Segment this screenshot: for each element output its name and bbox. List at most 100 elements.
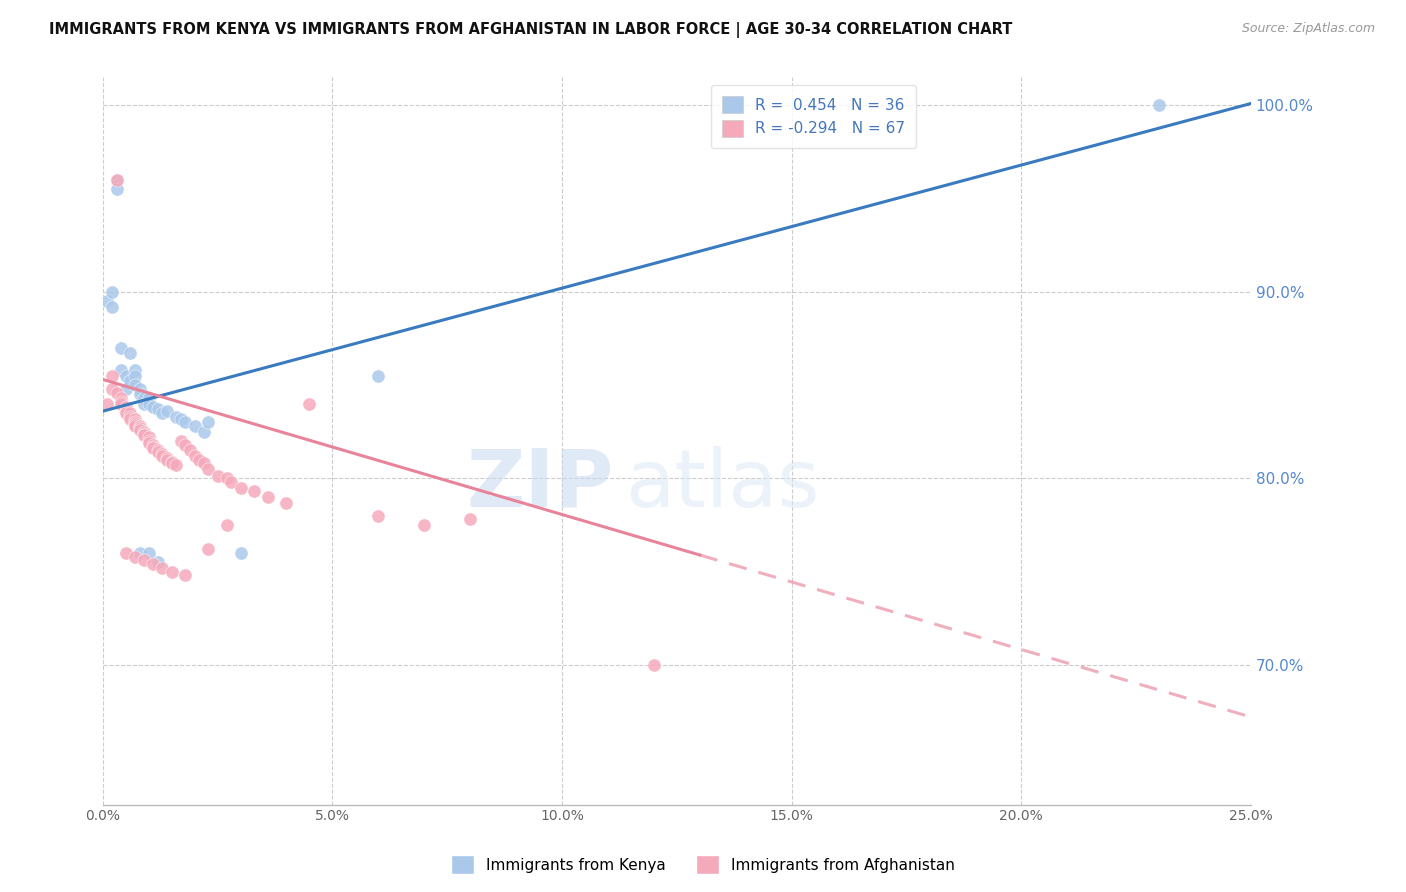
Text: Source: ZipAtlas.com: Source: ZipAtlas.com: [1241, 22, 1375, 36]
Point: [138, 546, 160, 560]
Point: [105, 173, 128, 187]
Point: [221, 475, 243, 489]
Point: [101, 368, 124, 383]
Point: [96, 294, 118, 309]
Point: [114, 546, 136, 560]
Point: [156, 404, 179, 418]
Point: [142, 440, 165, 454]
Point: [179, 443, 201, 458]
Point: [120, 409, 142, 424]
Point: [276, 495, 298, 509]
Point: [643, 657, 665, 672]
Point: [146, 443, 169, 458]
Point: [142, 557, 165, 571]
Point: [134, 391, 156, 405]
Point: [215, 471, 238, 485]
Point: [134, 425, 156, 439]
Point: [120, 411, 142, 425]
Point: [197, 542, 219, 557]
Point: [229, 546, 252, 560]
Point: [120, 375, 142, 389]
Point: [367, 368, 389, 383]
Point: [146, 402, 169, 417]
Point: [188, 452, 211, 467]
Point: [170, 411, 193, 425]
Point: [1147, 98, 1170, 112]
Point: [101, 285, 124, 299]
Point: [215, 517, 238, 532]
Point: [160, 454, 183, 468]
Point: [197, 462, 219, 476]
Point: [257, 490, 280, 504]
Point: [160, 565, 183, 579]
Point: [124, 416, 146, 430]
Point: [458, 512, 481, 526]
Point: [128, 382, 150, 396]
Point: [110, 363, 132, 377]
Point: [183, 449, 205, 463]
Text: IMMIGRANTS FROM KENYA VS IMMIGRANTS FROM AFGHANISTAN IN LABOR FORCE | AGE 30-34 : IMMIGRANTS FROM KENYA VS IMMIGRANTS FROM…: [49, 22, 1012, 38]
Point: [105, 182, 128, 196]
Point: [138, 436, 160, 450]
Point: [120, 406, 142, 420]
Point: [170, 434, 193, 448]
Point: [138, 397, 160, 411]
Point: [124, 378, 146, 392]
Point: [413, 517, 436, 532]
Point: [128, 423, 150, 437]
Point: [124, 419, 146, 434]
Point: [124, 417, 146, 432]
Point: [138, 434, 160, 448]
Point: [197, 416, 219, 430]
Point: [193, 457, 215, 471]
Point: [174, 568, 197, 582]
Point: [156, 450, 179, 465]
Point: [207, 469, 229, 483]
Point: [152, 561, 174, 575]
Point: [174, 416, 197, 430]
Point: [152, 449, 174, 463]
Point: [146, 555, 169, 569]
Point: [128, 546, 150, 560]
Point: [142, 401, 165, 415]
Point: [110, 391, 132, 405]
Point: [146, 445, 169, 459]
Point: [298, 397, 321, 411]
Point: [165, 458, 187, 473]
Point: [114, 401, 136, 415]
Point: [165, 409, 187, 424]
Point: [174, 438, 197, 452]
Point: [114, 368, 136, 383]
Point: [128, 419, 150, 434]
Text: atlas: atlas: [626, 446, 820, 524]
Point: [134, 426, 156, 441]
Text: ZIP: ZIP: [467, 446, 613, 524]
Point: [120, 346, 142, 360]
Point: [134, 397, 156, 411]
Point: [96, 397, 118, 411]
Point: [138, 391, 160, 405]
Point: [152, 406, 174, 420]
Legend: R =  0.454   N = 36, R = -0.294   N = 67: R = 0.454 N = 36, R = -0.294 N = 67: [711, 85, 915, 148]
Point: [142, 438, 165, 452]
Point: [367, 508, 389, 523]
Point: [114, 382, 136, 396]
Point: [160, 457, 183, 471]
Point: [152, 447, 174, 461]
Point: [110, 341, 132, 355]
Point: [134, 428, 156, 442]
Point: [114, 404, 136, 418]
Point: [105, 385, 128, 400]
Point: [134, 553, 156, 567]
Point: [142, 442, 165, 456]
Point: [128, 421, 150, 435]
Point: [124, 411, 146, 425]
Point: [229, 481, 252, 495]
Point: [138, 430, 160, 444]
Point: [105, 173, 128, 187]
Legend: Immigrants from Kenya, Immigrants from Afghanistan: Immigrants from Kenya, Immigrants from A…: [444, 849, 962, 880]
Point: [110, 395, 132, 409]
Point: [124, 368, 146, 383]
Point: [101, 382, 124, 396]
Point: [193, 425, 215, 439]
